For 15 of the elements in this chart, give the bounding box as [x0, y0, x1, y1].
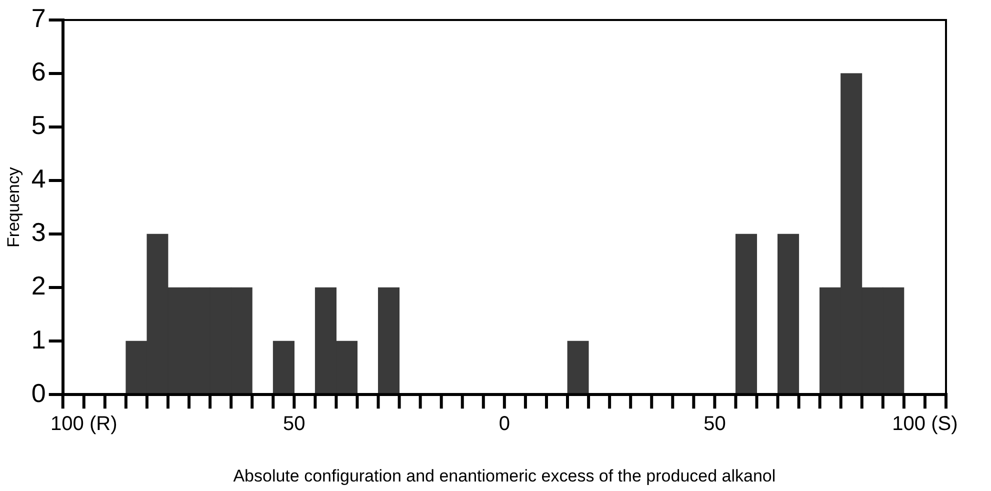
- y-tick-label: 2: [31, 270, 46, 301]
- x-tick-label: 0: [498, 413, 510, 436]
- y-tick-label: 1: [31, 324, 46, 354]
- y-tick-label: 5: [31, 110, 46, 140]
- x-axis-title: Absolute configuration and enantiomeric excess of the produced alkanol: [233, 466, 776, 486]
- y-tick-label: 6: [31, 56, 46, 87]
- x-tick-label: 50: [283, 413, 306, 436]
- y-tick-label: 4: [31, 164, 46, 194]
- y-tick-label: 0: [31, 378, 46, 408]
- y-tick-label: 7: [31, 3, 46, 34]
- x-tick-label: 50: [704, 413, 726, 436]
- y-tick-label: 3: [31, 217, 46, 248]
- y-axis-title: Frequency: [4, 166, 23, 248]
- x-tick-label: 100 (S): [892, 413, 958, 436]
- x-tick-label: 100 (R): [50, 413, 118, 436]
